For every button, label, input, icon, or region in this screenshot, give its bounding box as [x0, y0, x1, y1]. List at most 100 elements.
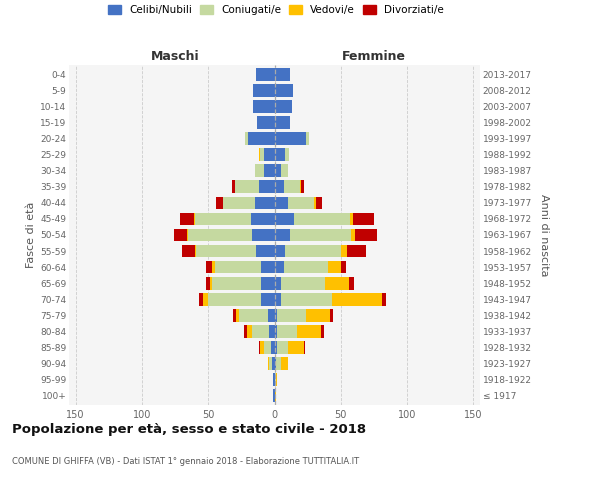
Text: Popolazione per età, sesso e stato civile - 2018: Popolazione per età, sesso e stato civil…: [12, 422, 366, 436]
Bar: [281, 276, 325, 289]
Bar: [273, 389, 275, 402]
Bar: [307, 309, 330, 322]
Bar: [330, 309, 333, 322]
Bar: [257, 116, 275, 129]
Bar: [194, 212, 195, 226]
Legend: Celibi/Nubili, Coniugati/e, Vedovi/e, Divorziati/e: Celibi/Nubili, Coniugati/e, Vedovi/e, Di…: [108, 5, 444, 15]
Bar: [174, 228, 187, 241]
Bar: [269, 325, 275, 338]
Bar: [275, 325, 277, 338]
Bar: [275, 132, 307, 145]
Bar: [264, 148, 275, 161]
Bar: [252, 228, 275, 241]
Bar: [254, 196, 275, 209]
Bar: [281, 164, 288, 177]
Bar: [273, 373, 275, 386]
Bar: [268, 309, 275, 322]
Bar: [275, 244, 285, 258]
Bar: [277, 309, 307, 322]
Y-axis label: Fasce di età: Fasce di età: [26, 202, 36, 268]
Bar: [235, 180, 259, 194]
Bar: [288, 341, 304, 353]
Bar: [272, 357, 275, 370]
Bar: [259, 180, 275, 194]
Bar: [275, 260, 284, 274]
Bar: [216, 196, 223, 209]
Bar: [277, 341, 288, 353]
Bar: [325, 276, 349, 289]
Bar: [247, 325, 252, 338]
Bar: [253, 100, 275, 113]
Bar: [341, 260, 346, 274]
Bar: [206, 276, 209, 289]
Bar: [260, 148, 264, 161]
Bar: [276, 373, 277, 386]
Bar: [314, 196, 316, 209]
Bar: [275, 116, 290, 129]
Bar: [261, 276, 275, 289]
Bar: [281, 292, 332, 306]
Bar: [181, 212, 194, 226]
Bar: [187, 228, 188, 241]
Bar: [347, 244, 366, 258]
Bar: [301, 180, 304, 194]
Bar: [203, 292, 208, 306]
Bar: [275, 100, 292, 113]
Bar: [341, 244, 347, 258]
Bar: [271, 341, 275, 353]
Bar: [264, 341, 271, 353]
Bar: [307, 132, 309, 145]
Bar: [275, 196, 288, 209]
Bar: [259, 341, 260, 353]
Bar: [236, 309, 239, 322]
Bar: [276, 357, 281, 370]
Bar: [284, 260, 328, 274]
Bar: [275, 276, 281, 289]
Bar: [199, 292, 203, 306]
Bar: [208, 292, 261, 306]
Text: Femmine: Femmine: [342, 50, 406, 64]
Text: COMUNE DI GHIFFA (VB) - Dati ISTAT 1° gennaio 2018 - Elaborazione TUTTITALIA.IT: COMUNE DI GHIFFA (VB) - Dati ISTAT 1° ge…: [12, 458, 359, 466]
Bar: [252, 325, 269, 338]
Bar: [275, 148, 285, 161]
Bar: [277, 325, 297, 338]
Bar: [275, 357, 276, 370]
Bar: [232, 180, 235, 194]
Bar: [268, 357, 269, 370]
Bar: [209, 276, 212, 289]
Bar: [353, 212, 374, 226]
Bar: [275, 389, 276, 402]
Bar: [332, 292, 382, 306]
Bar: [285, 148, 289, 161]
Bar: [195, 244, 196, 258]
Bar: [251, 212, 275, 226]
Bar: [223, 196, 254, 209]
Bar: [352, 228, 355, 241]
Bar: [316, 196, 322, 209]
Bar: [355, 228, 377, 241]
Bar: [182, 244, 195, 258]
Bar: [248, 132, 275, 145]
Bar: [275, 68, 290, 81]
Bar: [253, 84, 275, 97]
Bar: [188, 228, 252, 241]
Bar: [281, 357, 288, 370]
Bar: [295, 212, 350, 226]
Bar: [275, 212, 295, 226]
Bar: [275, 341, 277, 353]
Bar: [212, 276, 261, 289]
Bar: [239, 309, 268, 322]
Bar: [256, 68, 275, 81]
Bar: [264, 164, 275, 177]
Bar: [196, 244, 256, 258]
Bar: [261, 260, 275, 274]
Bar: [245, 132, 248, 145]
Bar: [297, 325, 321, 338]
Bar: [349, 276, 354, 289]
Bar: [260, 341, 264, 353]
Bar: [382, 292, 386, 306]
Bar: [261, 292, 275, 306]
Bar: [304, 341, 305, 353]
Bar: [299, 180, 301, 194]
Bar: [195, 212, 251, 226]
